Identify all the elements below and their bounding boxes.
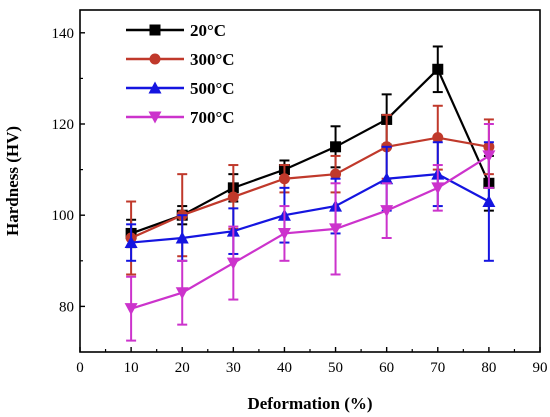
y-axis-ticks: 80 100 120 140 [52, 26, 85, 315]
y-tick-label: 140 [52, 26, 75, 42]
x-tick-label: 0 [76, 360, 84, 376]
legend: 20°C 300°C 500°C 700°C [126, 21, 235, 127]
data-point [432, 63, 444, 75]
data-point [124, 303, 138, 316]
data-point [330, 168, 342, 180]
x-tick-label: 20 [175, 360, 190, 376]
legend-label: 300°C [190, 50, 235, 69]
data-point [431, 182, 445, 195]
x-tick-label: 80 [481, 360, 496, 376]
data-point [330, 141, 342, 153]
marker-triangle-down [148, 111, 162, 124]
data-point [432, 132, 444, 144]
x-tick-label: 60 [379, 360, 394, 376]
series-line [130, 136, 490, 240]
data-point [380, 205, 394, 218]
x-tick-label: 50 [328, 360, 343, 376]
data-point [175, 287, 189, 300]
marker-circle [149, 53, 161, 65]
data-point [124, 236, 138, 249]
x-tick-label: 30 [226, 360, 241, 376]
data-point [482, 195, 496, 208]
data-point [482, 150, 496, 163]
data-point [277, 227, 291, 240]
marker-square [149, 24, 161, 36]
series-line [130, 67, 490, 235]
x-axis-ticks: 0 10 20 30 40 50 60 70 80 90 [76, 347, 548, 376]
data-point [278, 173, 290, 185]
series-3 [124, 123, 496, 342]
y-axis-title: Hardness (HV) [3, 126, 22, 236]
x-tick-label: 70 [430, 360, 445, 376]
marker-triangle-up [148, 81, 162, 94]
series-2 [124, 141, 496, 262]
plot-frame [79, 9, 541, 353]
data-point [329, 223, 343, 236]
y-tick-label: 100 [52, 208, 75, 224]
y-tick-label: 120 [52, 117, 75, 133]
plot-border [79, 9, 541, 353]
legend-label: 500°C [190, 79, 235, 98]
data-point [226, 257, 240, 270]
legend-label: 700°C [190, 108, 235, 127]
data-point [380, 172, 394, 185]
y-tick-label: 80 [59, 299, 74, 315]
series-layer [124, 45, 496, 342]
series-line [130, 154, 490, 310]
data-point [175, 231, 189, 244]
data-point [227, 191, 239, 203]
x-axis-title: Deformation (%) [247, 394, 372, 413]
x-tick-label: 10 [124, 360, 139, 376]
x-tick-label: 40 [277, 360, 292, 376]
legend-label: 20°C [190, 21, 226, 40]
series-line [131, 173, 490, 244]
x-tick-label: 90 [533, 360, 548, 376]
